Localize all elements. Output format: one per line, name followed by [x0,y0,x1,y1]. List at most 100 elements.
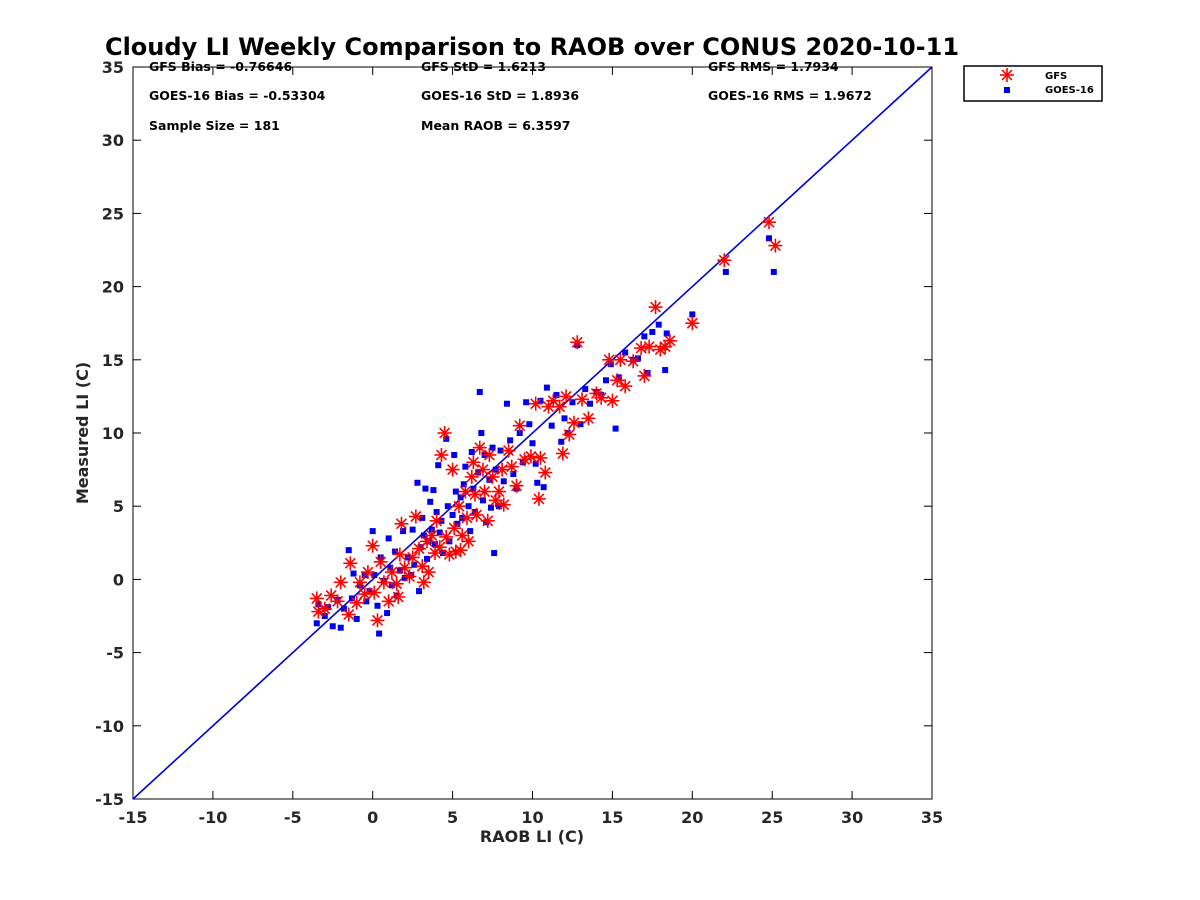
gfs-point [349,595,364,610]
asterisk-stroke [383,595,395,607]
goes16-point [452,488,459,495]
gfs-point [517,452,532,467]
goes16-point [313,620,320,627]
goes16-point [475,469,482,476]
gfs-point [768,238,783,253]
goes16-point [587,400,594,407]
gfs-point [491,484,506,499]
goes16-point [471,509,478,516]
data-marks [309,215,783,637]
goes16-point [443,435,450,442]
goes16-point [363,598,370,605]
goes16-point [634,355,641,362]
stat-gfs-std: GFS StD = 1.6213 [421,59,546,74]
gfs-point [472,440,487,455]
reference-line-group [132,66,933,800]
gfs-point [528,396,543,411]
goes16-point [366,588,373,595]
one-to-one-line [132,66,933,800]
stat-gfs-rms: GFS RMS = 1.7934 [708,59,839,74]
stat-goes-bias: GOES-16 Bias = -0.53304 [149,88,326,103]
gfs-point [642,339,657,354]
goes16-point [489,444,496,451]
asterisk-stroke [423,566,435,578]
gfs-point [341,607,356,622]
goes16-point [353,615,360,622]
asterisk-stroke [534,452,547,464]
goes16-point [491,550,498,557]
asterisk-stroke [627,355,639,367]
goes16-point [446,538,453,545]
goes16-point [424,555,431,562]
asterisk-stroke [1001,69,1013,81]
asterisk-stroke [477,464,489,476]
gfs-point [482,447,497,462]
gfs-point [496,497,511,512]
goes16-point [540,484,547,491]
gfs-point [509,478,524,493]
goes16-point [519,459,526,466]
asterisk-stroke [530,398,542,410]
gfs-point [626,354,641,369]
x-tick-label: 5 [447,808,458,827]
asterisk-stroke [763,216,775,228]
legend-goes16-marker [1004,87,1010,93]
asterisk-stroke [391,578,403,590]
gfs-point [408,509,423,524]
asterisk-stroke [635,342,647,354]
gfs-point [343,556,358,571]
asterisk-stroke [686,317,698,329]
y-tick-label: 30 [102,131,124,150]
gfs-point [367,585,382,600]
legend: GFS GOES-16 [963,65,1103,102]
goes16-point [462,463,469,470]
goes16-point [432,541,439,548]
asterisk-stroke [407,551,419,563]
y-tick-label: -15 [95,790,124,809]
goes16-point [315,601,322,608]
asterisk-stroke [426,529,438,541]
goes16-point [689,311,696,318]
gfs-point [562,427,577,442]
gfs-point [370,613,385,628]
gfs-point [618,379,633,394]
asterisk-stroke [392,591,404,603]
goes16-point [444,503,451,510]
gfs-point [477,484,492,499]
gfs-point [412,541,427,556]
goes16-point [411,561,418,568]
asterisk-stroke [603,354,615,366]
asterisk-stroke [431,515,443,527]
gfs-point [389,576,404,591]
goes16-point [387,564,394,571]
gfs-point [402,569,417,584]
goes16-point [470,485,477,492]
goes16-point [430,487,437,494]
goes16-point [722,268,729,275]
gfs-point [717,253,732,268]
goes16-point [401,574,408,581]
goes16-point [435,462,442,469]
gfs-point [538,465,553,480]
goes16-point [663,330,670,337]
x-tick-label: 35 [921,808,943,827]
gfs-point [309,591,324,606]
asterisk-stroke [335,576,347,588]
goes16-point [392,548,399,555]
y-tick-label: -5 [106,644,124,663]
asterisk-stroke [456,529,468,541]
goes16-point [582,386,589,393]
gfs-point [466,455,481,470]
x-tick-label: 0 [367,808,378,827]
x-tick-label: 15 [601,808,623,827]
asterisk-stroke [664,335,676,347]
legend-markers [1000,68,1014,93]
gfs-point [555,446,570,461]
asterisk-stroke [638,370,650,382]
asterisk-stroke [560,390,572,402]
asterisk-stroke [455,544,467,556]
gfs-point [610,373,625,388]
gfs-point [469,507,484,522]
goes16-point [400,528,407,535]
gfs-point [394,516,409,531]
